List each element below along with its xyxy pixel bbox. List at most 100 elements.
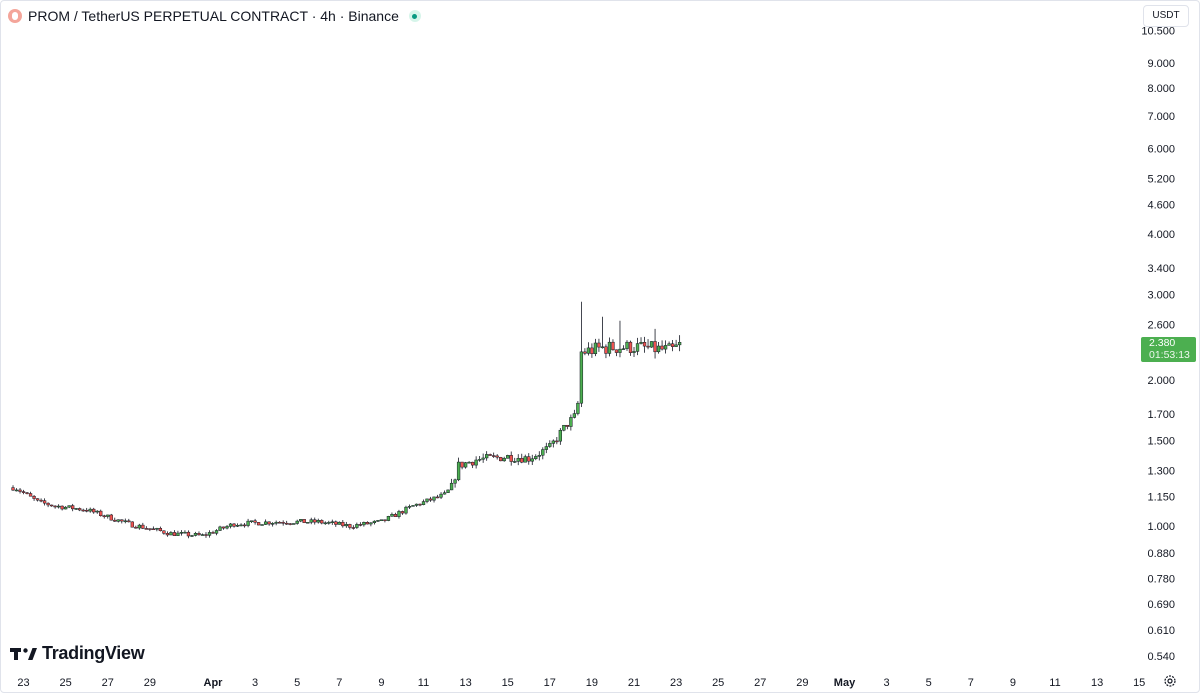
candle-body-down: [102, 515, 106, 518]
candle-body-down: [351, 527, 355, 529]
candle-body-down: [81, 509, 85, 512]
candle: [520, 453, 524, 464]
candle-body-down: [151, 528, 156, 531]
x-tick-label: 7: [336, 677, 342, 689]
candle-body-down: [383, 519, 387, 521]
x-tick-label: 29: [144, 677, 156, 689]
candle: [467, 461, 471, 464]
tradingview-logo[interactable]: TradingView: [10, 643, 145, 664]
candle-body-down: [460, 461, 464, 468]
candle: [474, 456, 478, 469]
gear-icon[interactable]: [1163, 674, 1177, 688]
candle-body-up: [649, 341, 654, 348]
candle: [572, 409, 577, 419]
x-tick-label: 11: [1049, 677, 1060, 689]
bar-countdown: 01:53:13: [1149, 348, 1190, 361]
currency-button[interactable]: USDT: [1143, 5, 1189, 27]
x-tick-label: 19: [586, 677, 598, 689]
candle: [551, 439, 555, 448]
candle-body-up: [456, 461, 461, 481]
time-scale[interactable]: 23 25 27 29 Apr 3 5 7 9 11 13 15 17 19 21 23 25 27 29 May 3 5…: [17, 677, 1145, 689]
candle-body-down: [144, 528, 148, 530]
candle: [400, 510, 405, 515]
candle-body-up: [193, 533, 198, 536]
candle-body-up: [425, 498, 429, 502]
candle-body-up: [600, 346, 605, 349]
candle: [376, 520, 380, 522]
candle-body-up: [372, 520, 377, 524]
candle-body-down: [204, 534, 208, 536]
candle: [534, 454, 538, 461]
market-open-status-icon[interactable]: [408, 10, 421, 22]
candle-body-down: [113, 519, 117, 522]
candle: [614, 349, 619, 357]
prom-logo-icon[interactable]: [8, 9, 22, 23]
candle-body-up: [586, 347, 591, 354]
candle: [446, 489, 450, 493]
candle-body-up: [386, 516, 391, 521]
candle: [358, 522, 363, 527]
candle-body-up: [116, 519, 120, 522]
candle: [71, 503, 75, 512]
candle: [667, 341, 671, 346]
candle-body-down: [488, 454, 492, 456]
y-tick-label: 1.000: [1147, 521, 1175, 533]
candle: [555, 437, 559, 445]
candle-body-down: [428, 498, 433, 501]
candle-body-up: [639, 342, 643, 344]
candle-body-down: [32, 495, 36, 499]
candle-body-up: [674, 344, 678, 347]
candle: [35, 498, 40, 502]
candle-body-down: [527, 456, 531, 462]
y-tick-label: 2.000: [1147, 375, 1175, 387]
y-tick-label: 4.000: [1147, 229, 1175, 241]
x-tick-label: May: [834, 677, 856, 689]
candle: [306, 522, 310, 524]
candle: [379, 519, 384, 521]
candle-body-up: [176, 532, 180, 536]
candle-body-down: [71, 505, 75, 510]
candle-body-up: [576, 402, 580, 414]
candle: [263, 519, 268, 525]
brand-name: TradingView: [42, 643, 145, 663]
candle-body-up: [344, 524, 348, 527]
candle-body-down: [334, 521, 338, 525]
symbol-title[interactable]: PROM / TetherUS PERPETUAL CONTRACT · 4h …: [28, 8, 399, 24]
x-tick-label: 27: [102, 677, 114, 689]
candle-body-down: [285, 522, 289, 525]
candle-body-up: [421, 501, 426, 505]
candle-body-up: [316, 520, 320, 523]
candle-body-up: [439, 493, 443, 498]
y-tick-label: 1.300: [1147, 466, 1175, 478]
candle-body-down: [92, 508, 96, 513]
x-tick-label: 15: [502, 677, 514, 689]
candle: [628, 340, 633, 356]
candle-body-up: [453, 479, 457, 484]
candle-body-up: [56, 505, 61, 508]
candle: [579, 301, 584, 408]
candle-body-up: [235, 524, 240, 527]
candle-body-up: [239, 524, 243, 527]
candle: [439, 492, 443, 500]
price-scale[interactable]: 10.500 9.000 8.000 7.000 6.000 5.200 4.600 4.00…: [1141, 26, 1175, 663]
candle-body-up: [502, 458, 506, 462]
candle: [362, 521, 366, 527]
candle: [418, 503, 422, 507]
x-tick-label: 3: [252, 677, 258, 689]
candle: [649, 341, 654, 348]
candle: [239, 523, 243, 527]
candle-body-down: [53, 505, 57, 508]
candle: [116, 519, 120, 523]
y-tick-label: 6.000: [1147, 144, 1175, 156]
last-price-label: 2.380 01:53:13: [1141, 337, 1196, 362]
candle: [337, 521, 341, 525]
candle: [660, 340, 664, 351]
y-tick-label: 1.700: [1147, 409, 1175, 421]
candle: [635, 337, 640, 356]
candle-body-up: [621, 348, 626, 350]
candle: [586, 342, 591, 356]
candle-body-down: [267, 521, 271, 525]
x-tick-label: 5: [926, 677, 932, 689]
candle-body-up: [379, 519, 384, 521]
